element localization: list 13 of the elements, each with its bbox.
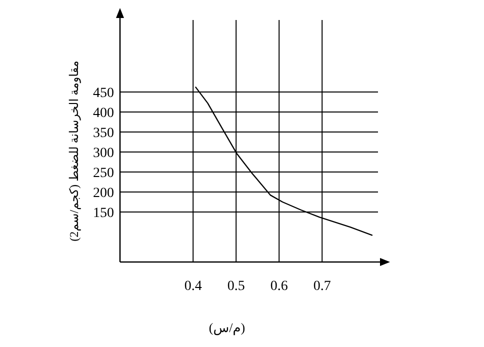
x-tick-label: 0.6 <box>270 279 288 294</box>
y-tick-label: 450 <box>93 86 114 101</box>
x-tick-label: 0.7 <box>313 279 331 294</box>
x-tick-label: 0.5 <box>227 279 245 294</box>
y-tick-label: 350 <box>93 126 114 141</box>
x-axis-title: (م/س) <box>208 320 246 336</box>
y-tick-label: 300 <box>93 146 114 161</box>
y-tick-label: 400 <box>93 106 114 121</box>
y-axis-title: مقاومة الخرسانة للضغط (كجم/سم2) <box>67 60 81 242</box>
y-tick-label: 200 <box>93 186 114 201</box>
x-tick-label: 0.4 <box>184 279 202 294</box>
y-tick-label: 150 <box>93 206 114 221</box>
y-tick-label: 250 <box>93 166 114 181</box>
